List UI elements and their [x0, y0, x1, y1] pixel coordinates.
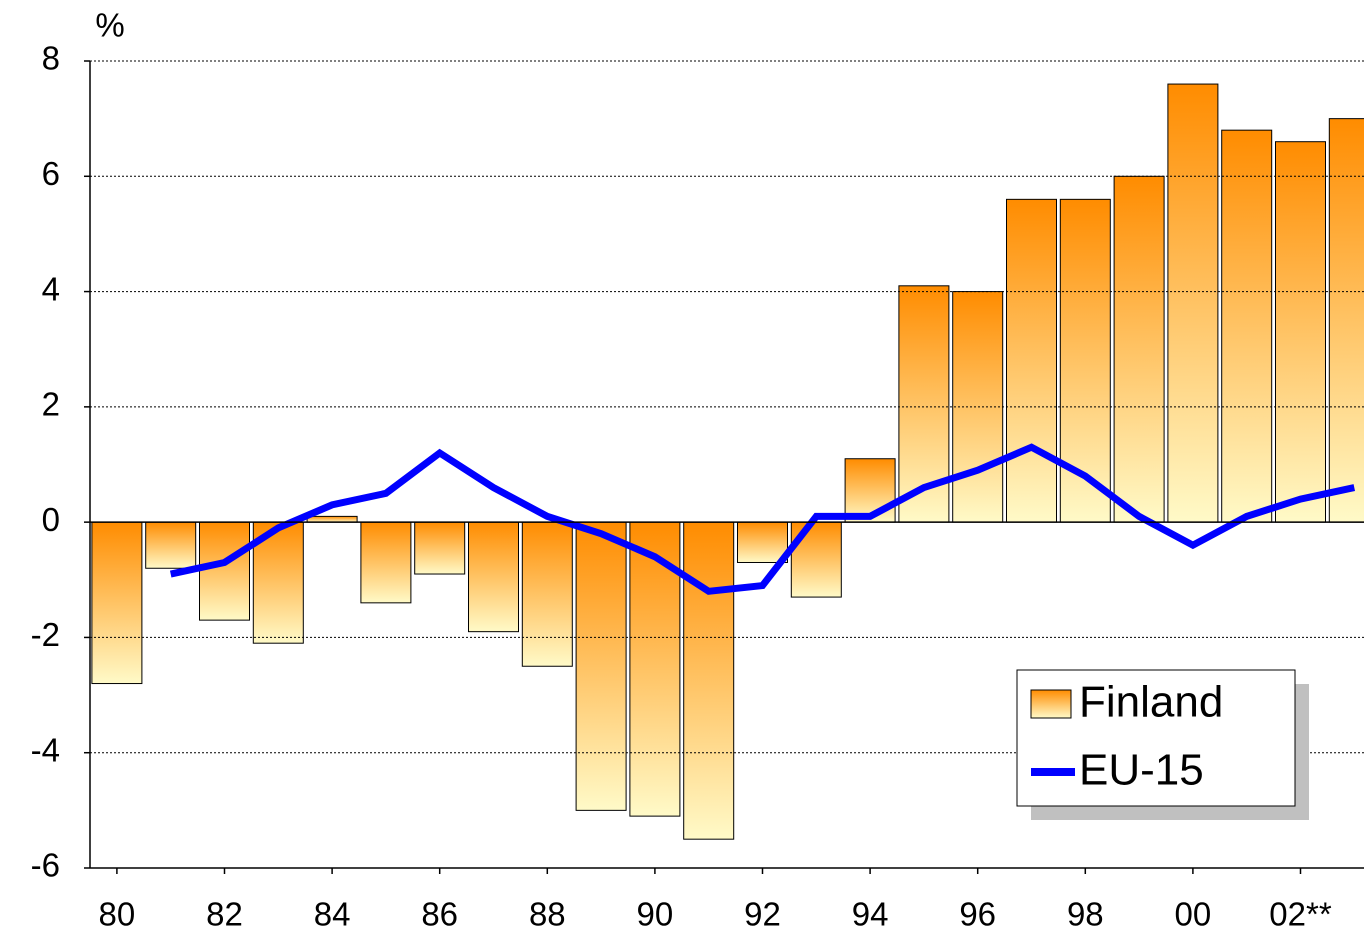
bar: [575, 521, 627, 811]
y-unit: %: [95, 7, 124, 44]
x-tick-label: 92: [744, 896, 781, 933]
legend-swatch: [1030, 689, 1072, 719]
y-tick-label: -6: [31, 847, 60, 884]
y-tick-label: 8: [42, 40, 60, 77]
legend: [1016, 669, 1296, 807]
y-tick-label: -4: [31, 731, 60, 768]
bar: [1006, 198, 1057, 523]
bar: [91, 521, 143, 685]
x-tick-label: 82: [206, 896, 243, 933]
bar: [145, 521, 197, 569]
x-tick-label: 94: [852, 896, 889, 933]
bar: [1167, 83, 1219, 523]
x-tick-label: 98: [1067, 896, 1104, 933]
y-tick-label: 6: [42, 155, 60, 192]
legend-label: EU-15: [1079, 746, 1204, 795]
x-tick-label: 00: [1175, 896, 1212, 933]
x-tick-label: 80: [99, 896, 136, 933]
x-tick-label: 88: [529, 896, 566, 933]
plot-area: [91, 83, 1364, 840]
y-tick-label: 0: [42, 501, 60, 538]
x-tick-label: 84: [314, 896, 351, 933]
x-tick-label: 86: [421, 896, 458, 933]
x-tick-label: 02**: [1269, 896, 1332, 933]
bar: [1275, 141, 1326, 523]
bar: [414, 521, 466, 575]
bar: [737, 521, 788, 563]
bar: [683, 521, 735, 840]
x-tick-label: 90: [637, 896, 674, 933]
line-series: [169, 443, 1356, 595]
y-tick-label: -2: [31, 616, 60, 653]
bar: [199, 521, 250, 621]
x-tick-label: 96: [959, 896, 996, 933]
bar: [521, 521, 573, 667]
bar: [1113, 175, 1165, 523]
y-tick-label: 2: [42, 386, 60, 423]
bar: [360, 521, 412, 604]
bar: [306, 515, 358, 523]
bar: [1328, 118, 1364, 523]
bar: [844, 458, 896, 523]
y-tick-label: 4: [42, 270, 60, 307]
bar: [1221, 129, 1273, 523]
bar: [468, 521, 519, 633]
legend-label: Finland: [1079, 678, 1223, 727]
